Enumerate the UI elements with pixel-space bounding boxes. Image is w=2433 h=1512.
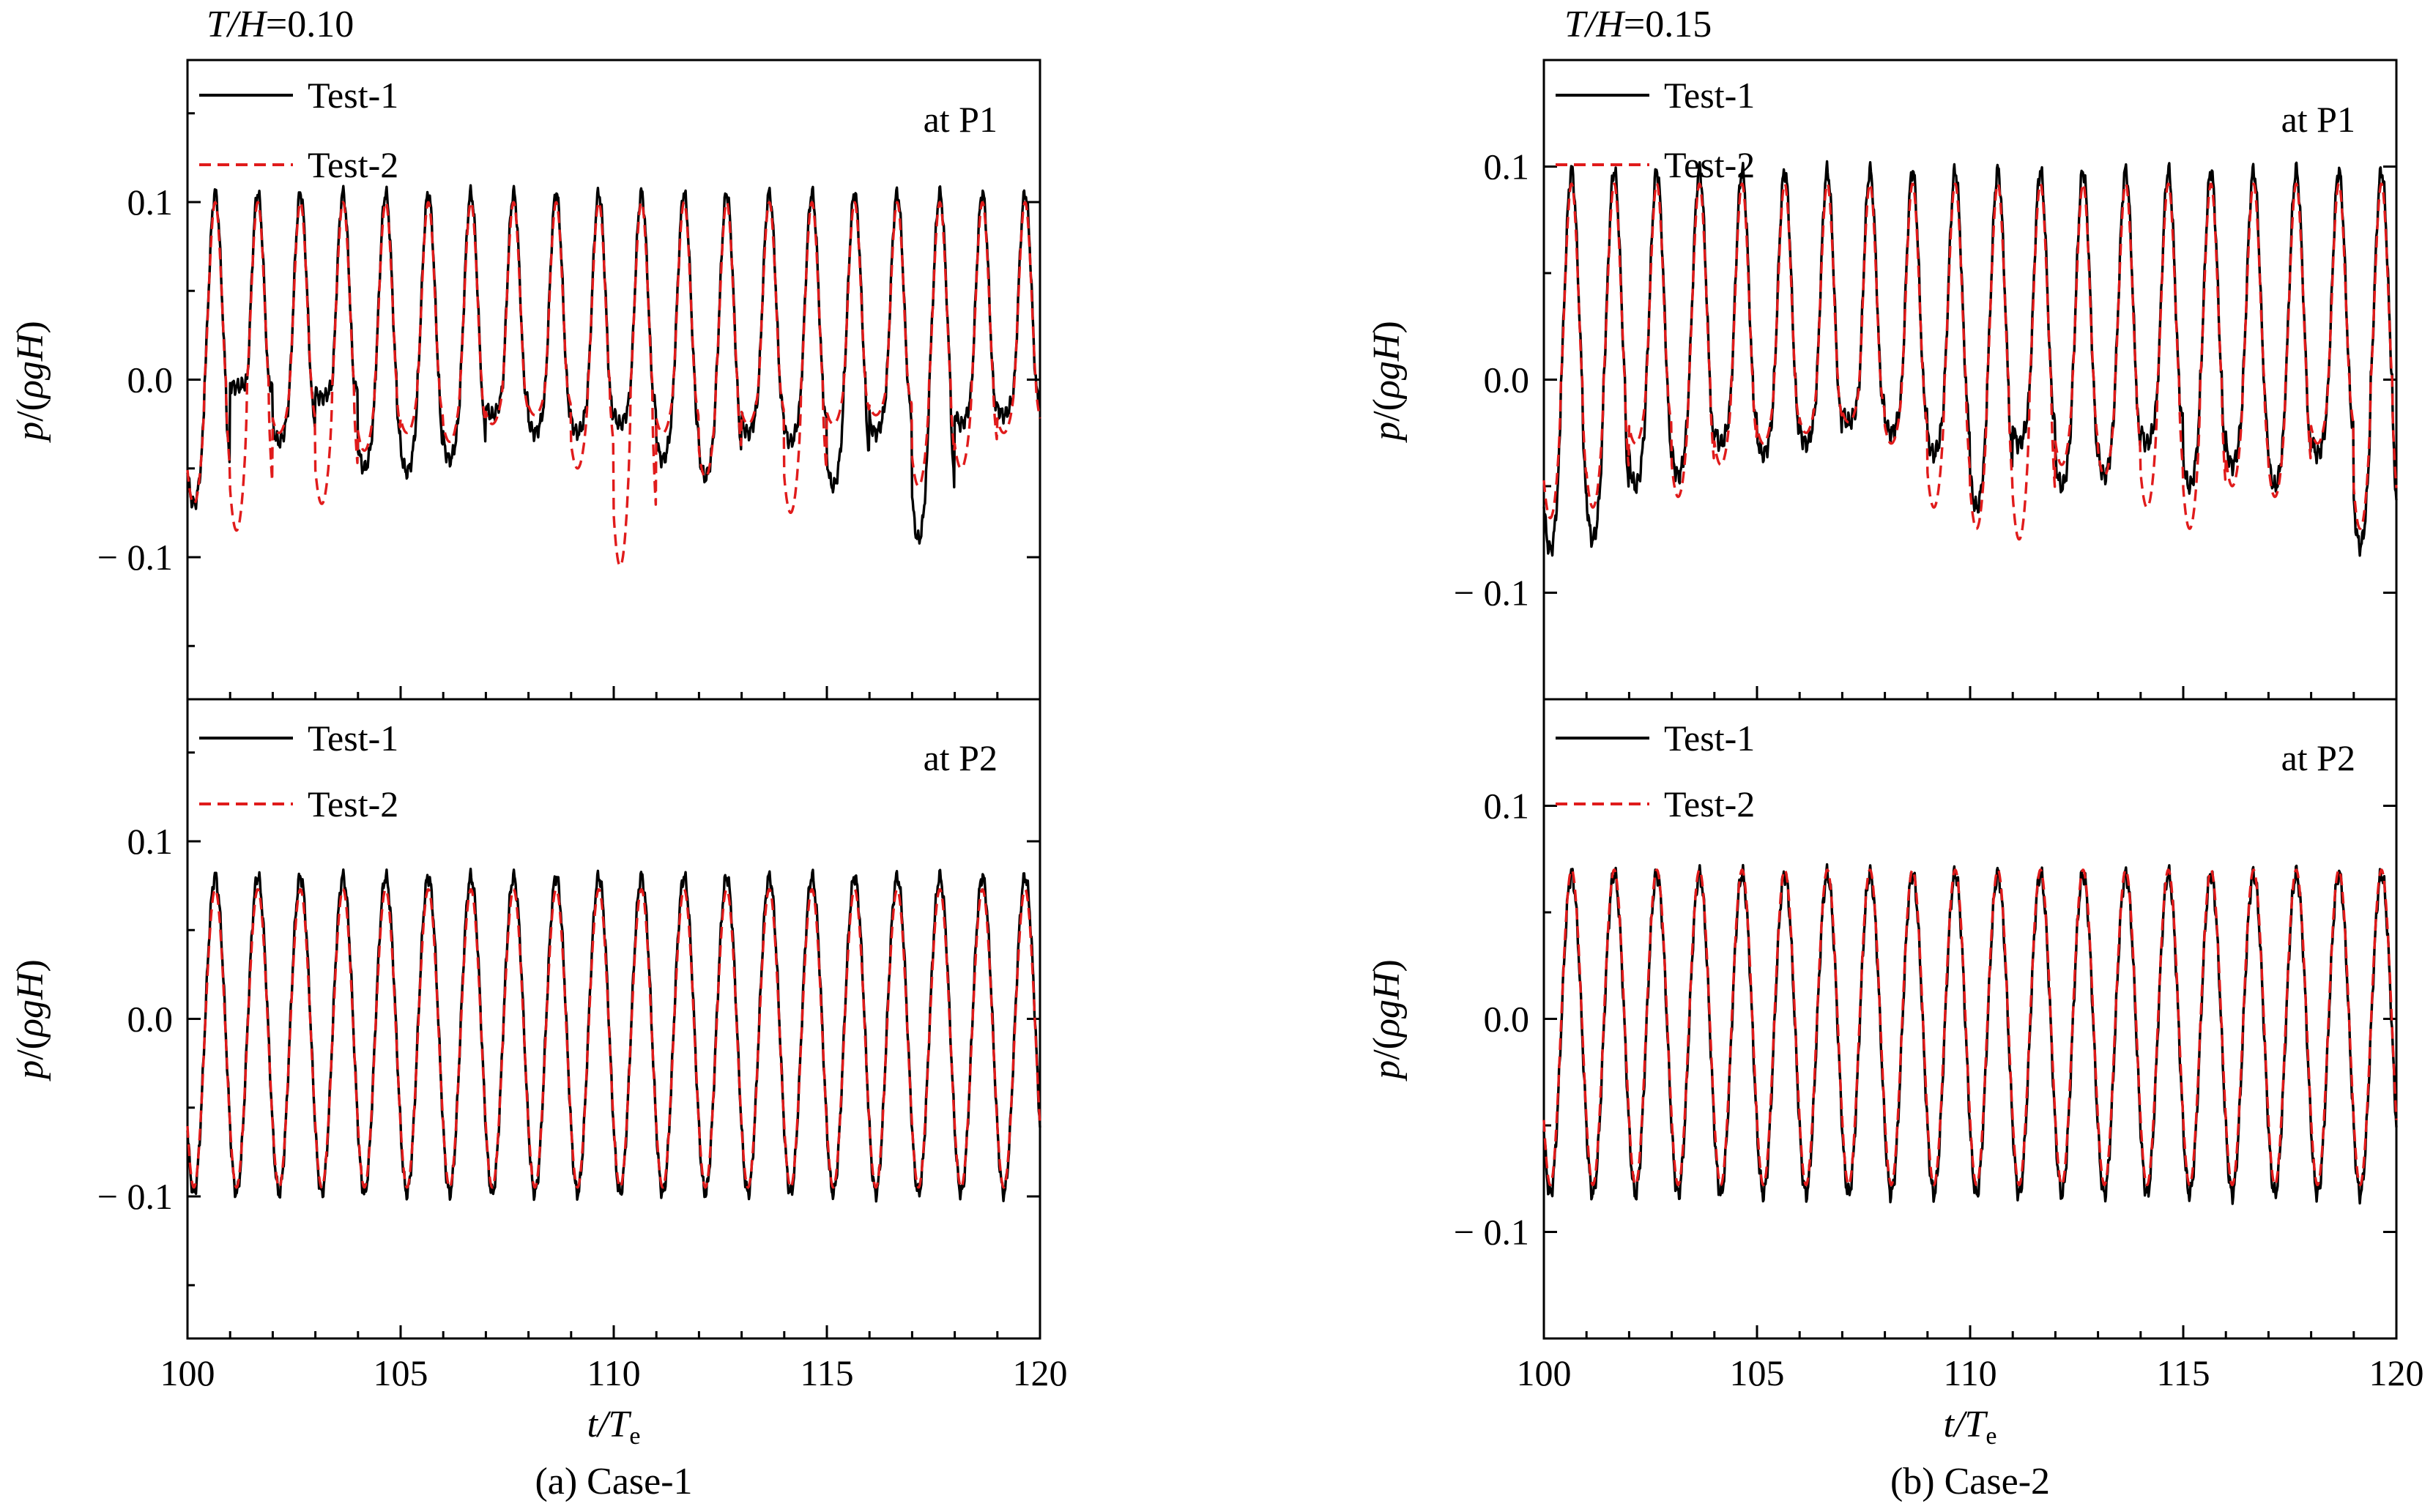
y-tick-label: − 0.1 [1454,1212,1529,1253]
legend-label-test-1: Test-1 [1664,718,1755,759]
series-line-test-1 [1542,863,2398,1205]
legend-label-test-2: Test-2 [308,783,398,824]
series-group [186,867,1041,1203]
y-axis-label: p/(ρgH) [10,321,51,444]
x-tick-label: 100 [160,1352,215,1393]
y-tick-label: 0.0 [1484,999,1530,1040]
tick-marks [1542,698,2398,1338]
series-line-test-2 [1542,182,2398,541]
x-tick-label: 105 [374,1352,428,1393]
series-group [1542,863,2398,1205]
panel-case-1-p2: 0.1 0.0 − 0.1 Test-1 Test-2 at P2 p/(ρgH… [10,698,1068,1450]
x-tick-label: 105 [1730,1352,1785,1393]
legend-label-test-1: Test-1 [1664,75,1755,116]
series-line-test-1 [186,867,1041,1203]
series-group [1542,160,2398,557]
y-tick-label: − 0.1 [97,1176,173,1217]
x-tick-label: 100 [1517,1352,1572,1393]
legend-label-test-2: Test-2 [1664,783,1755,824]
y-tick-label: 0.1 [127,821,174,862]
series-line-test-2 [186,201,1041,567]
chart-case-1: T/H=0.10 0.1 0.0 − 0.1 Test-1 Test-2 at … [10,4,1068,1502]
series-line-test-1 [186,184,1041,545]
panel-case-2-p1: 0.1 0.0 − 0.1 Test-1 Test-2 at P1 p/(ρgH… [1366,59,2398,701]
x-tick-label: 120 [2369,1352,2424,1393]
y-tick-label: 0.0 [127,999,174,1040]
legend-label-test-1: Test-1 [308,75,398,116]
legend-label-test-2: Test-2 [308,144,398,185]
y-tick-label: − 0.1 [1454,573,1529,614]
location-label: at P2 [2281,737,2355,778]
x-tick-label: 110 [1943,1352,1996,1393]
y-axis-label: p/(ρgH) [10,959,51,1082]
y-axis-label: p/(ρgH) [1366,321,1408,444]
y-tick-label: 0.1 [1484,786,1530,827]
panel-case-2-p2: 0.1 0.0 − 0.1 Test-1 Test-2 at P2 p/(ρgH… [1366,698,2424,1450]
legend-label-test-2: Test-2 [1664,144,1755,185]
y-tick-label: 0.1 [1484,146,1530,187]
location-label: at P2 [924,737,998,778]
chart-case-2: T/H=0.15 0.1 0.0 − 0.1 Test-1 Test-2 at … [1366,4,2424,1502]
series-line-test-2 [1542,868,2398,1187]
caption-case-1: (a) Case-1 [535,1461,692,1502]
tick-marks [186,751,1041,1338]
legend-label-test-1: Test-1 [308,718,398,759]
location-label: at P1 [924,99,998,140]
y-tick-label: − 0.1 [97,537,173,578]
x-tick-label: 120 [1013,1352,1068,1393]
y-tick-label: 0.0 [127,360,174,401]
caption-case-2: (b) Case-2 [1890,1461,2050,1502]
x-axis-label: t/Te [1944,1404,1997,1450]
x-tick-label: 115 [2156,1352,2210,1393]
y-tick-label: 0.1 [127,182,174,223]
series-line-test-2 [186,887,1041,1189]
y-tick-label: 0.0 [1484,360,1530,401]
header-case-2: T/H=0.15 [1564,4,1712,45]
location-label: at P1 [2281,99,2355,140]
panel-case-1-p1: 0.1 0.0 − 0.1 Test-1 Test-2 at P1 p/(ρgH… [10,59,1041,701]
x-tick-label: 110 [587,1352,640,1393]
series-line-test-1 [1542,160,2398,557]
tick-marks [186,112,1041,699]
x-tick-label: 115 [800,1352,853,1393]
series-group [186,184,1041,567]
y-axis-label: p/(ρgH) [1366,959,1408,1082]
x-axis-label: t/Te [587,1404,641,1450]
header-case-1: T/H=0.10 [207,4,354,45]
